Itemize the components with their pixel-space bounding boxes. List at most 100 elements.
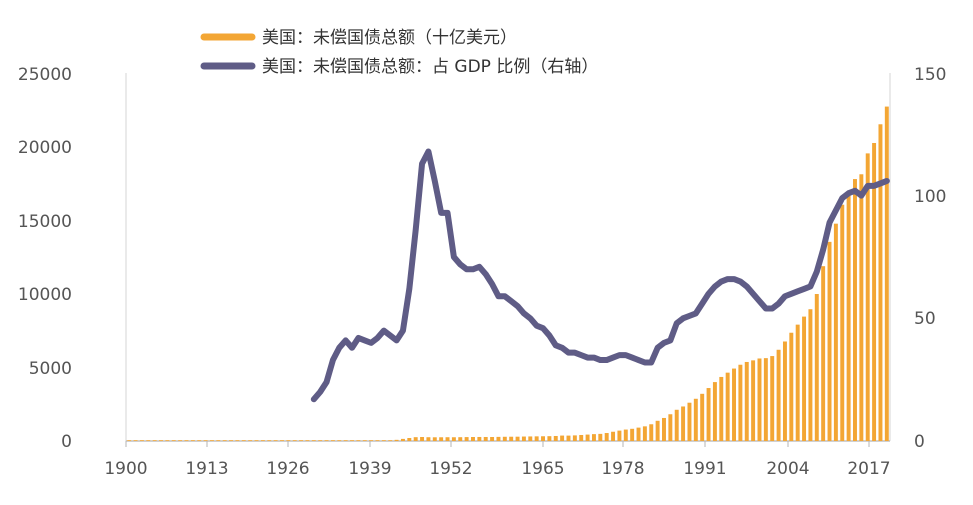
- debt-bar: [611, 431, 616, 441]
- debt-bar: [241, 440, 246, 441]
- debt-bar: [445, 437, 450, 441]
- debt-bar: [337, 440, 342, 441]
- debt-bar: [350, 440, 354, 441]
- debt-bar: [330, 440, 335, 441]
- debt-bar: [413, 437, 418, 441]
- x-tick-label: 1965: [521, 459, 564, 479]
- debt-bar: [369, 440, 374, 441]
- axes: 0 5000 10000 15000 20000 25000 0 50 100 …: [18, 65, 947, 479]
- debt-bar: [375, 440, 380, 441]
- debt-bar: [821, 266, 826, 441]
- debt-bar: [681, 406, 686, 441]
- debt-bar: [356, 440, 361, 441]
- x-tick-label: 1978: [601, 459, 644, 479]
- debt-bar: [324, 440, 329, 441]
- legend: 美国：未偿国债总额（十亿美元） 美国：未偿国债总额：占 GDP 比例（右轴）: [200, 28, 598, 77]
- debt-bar: [197, 440, 202, 441]
- debt-bar: [668, 414, 673, 441]
- y-left-tick-label: 20000: [18, 138, 72, 158]
- debt-bar: [585, 434, 590, 441]
- x-tick-label: 2004: [766, 459, 809, 479]
- debt-bar: [630, 428, 635, 441]
- y-left-tick-label: 25000: [18, 65, 72, 85]
- debt-bar: [655, 420, 660, 441]
- debt-bar: [458, 437, 463, 441]
- y-right-tick-label: 150: [914, 65, 946, 85]
- debt-bar: [292, 440, 297, 441]
- debt-bar: [229, 440, 234, 441]
- debt-bar: [426, 437, 431, 441]
- debt-bar: [146, 440, 151, 441]
- debt-bar: [509, 436, 514, 441]
- debt-bar: [400, 438, 405, 441]
- debt-bar: [872, 142, 877, 442]
- debt-bar: [139, 440, 144, 441]
- debt-bar: [152, 440, 157, 441]
- debt-bar: [649, 424, 654, 441]
- debt-bar: [165, 440, 170, 441]
- debt-bar: [617, 430, 622, 441]
- debt-bar: [560, 435, 565, 441]
- y-left-tick-label: 0: [61, 432, 72, 452]
- debt-bar: [127, 440, 132, 441]
- x-tick-label: 1900: [104, 459, 147, 479]
- y-right-tick-label: 50: [914, 309, 936, 329]
- debt-bar: [553, 435, 558, 441]
- debt-bar: [381, 440, 386, 441]
- debt-bar: [541, 436, 545, 441]
- debt-bar: [209, 440, 214, 441]
- debt-bar: [280, 440, 284, 441]
- bar-series: [127, 106, 889, 442]
- debt-bar: [732, 368, 736, 441]
- y-left-tick-label: 15000: [18, 212, 72, 232]
- debt-bar: [547, 436, 552, 441]
- debt-bar: [464, 437, 469, 441]
- debt-bar: [572, 435, 577, 441]
- debt-bar: [471, 437, 475, 441]
- debt-bar: [878, 124, 883, 441]
- x-tick-label: 1926: [266, 459, 309, 479]
- debt-bar: [521, 436, 526, 441]
- debt-bar: [159, 440, 163, 441]
- debt-bar: [693, 398, 698, 441]
- y-right-tick-label: 100: [914, 187, 946, 207]
- debt-bar: [770, 356, 775, 441]
- debt-bar: [744, 361, 749, 441]
- debt-bar: [591, 434, 596, 441]
- debt-bar: [496, 436, 501, 441]
- debt-bar: [782, 341, 787, 441]
- debt-bar: [439, 437, 444, 441]
- line-series: [310, 148, 890, 403]
- y-left-tick-label: 10000: [18, 285, 72, 305]
- debt-bar: [420, 437, 425, 441]
- debt-bar: [706, 388, 711, 441]
- debt-bar: [763, 358, 768, 441]
- debt-bar: [674, 409, 679, 441]
- debt-bar: [725, 372, 730, 441]
- debt-bar: [133, 440, 138, 441]
- x-tick-label: 1952: [429, 459, 472, 479]
- debt-bar: [802, 316, 807, 441]
- debt-bar: [286, 440, 291, 441]
- debt-bar: [598, 433, 603, 441]
- debt-bar: [738, 364, 743, 441]
- debt-bar: [795, 324, 800, 441]
- debt-bar: [299, 440, 304, 441]
- debt-bar: [840, 204, 845, 441]
- debt-bar: [534, 436, 539, 441]
- debt-bar: [477, 436, 482, 441]
- debt-bar: [662, 417, 666, 441]
- debt-bar: [808, 309, 813, 441]
- debt-bar: [451, 437, 456, 441]
- debt-bar: [827, 241, 832, 441]
- debt-bar: [311, 440, 316, 441]
- y-left-tick-label: 5000: [29, 359, 72, 379]
- debt-bar: [388, 440, 393, 441]
- debt-bar: [235, 440, 240, 441]
- debt-bar: [267, 440, 272, 441]
- debt-bar: [865, 153, 870, 441]
- debt-bar: [789, 332, 794, 441]
- debt-bar: [432, 437, 437, 441]
- debt-bar: [687, 402, 692, 441]
- x-tick-label: 1991: [683, 459, 726, 479]
